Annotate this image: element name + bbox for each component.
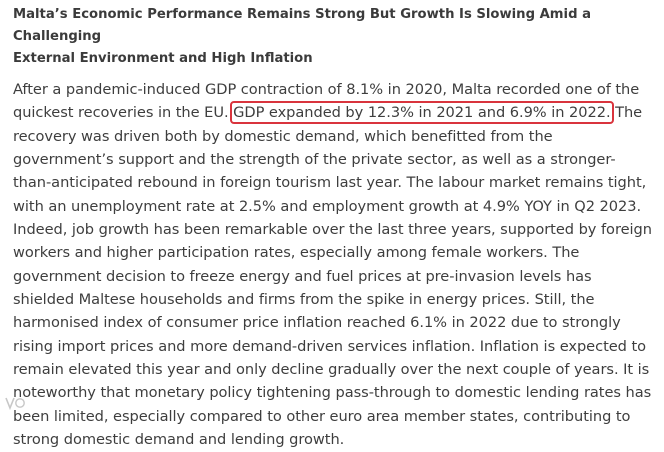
highlighted-gdp-sentence: GDP expanded by 12.3% in 2021 and 6.9% i… xyxy=(230,101,614,125)
watermark xyxy=(4,396,26,410)
article-headline: Malta’s Economic Performance Remains Str… xyxy=(13,4,653,70)
headline-line-2: External Environment and High Inflation xyxy=(13,51,313,66)
paragraph-rest: The recovery was driven both by domestic… xyxy=(13,104,652,449)
article-paragraph: After a pandemic-induced GDP contraction… xyxy=(13,78,653,452)
watermark-logo-icon xyxy=(5,397,25,410)
paragraph-intro: After a pandemic-induced GDP contraction… xyxy=(13,81,640,122)
article: Malta’s Economic Performance Remains Str… xyxy=(13,4,653,452)
headline-line-1: Malta’s Economic Performance Remains Str… xyxy=(13,7,592,44)
